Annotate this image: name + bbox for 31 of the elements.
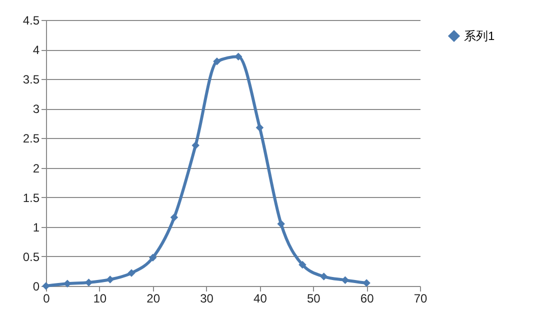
y-tick-label: 3: [32, 102, 40, 116]
y-tick-label: 3.5: [22, 72, 40, 87]
x-tick-label: 20: [146, 292, 160, 306]
point: [298, 260, 306, 269]
point: [213, 58, 221, 66]
y-tick-label: 2: [32, 161, 40, 176]
point: [341, 276, 350, 284]
y-tick-label: 0.5: [22, 250, 40, 264]
point: [170, 214, 178, 222]
point: [256, 124, 264, 132]
x-tick-label: 30: [200, 292, 214, 306]
legend-label: 系列1: [464, 29, 495, 43]
y-tick-label: 1: [32, 220, 40, 234]
x-tick-label: 60: [360, 292, 374, 306]
point: [128, 269, 136, 277]
point: [320, 272, 328, 280]
y-tick-label: 2.5: [22, 132, 40, 146]
x-tick-label: 50: [306, 292, 321, 306]
point: [362, 279, 370, 287]
point: [106, 276, 114, 284]
x-tick-label: 40: [254, 292, 268, 306]
y-tick-label: 0: [32, 280, 40, 294]
x-tick-label: 70: [414, 292, 428, 306]
point: [148, 254, 157, 262]
y-tick-label: 4.5: [22, 14, 40, 28]
y-tick-label: 1.5: [22, 190, 40, 205]
x-tick-label: 10: [93, 292, 107, 306]
y-tick-label: 4: [32, 43, 40, 58]
x-tick-label: 0: [43, 292, 50, 306]
point: [192, 141, 200, 150]
point: [277, 220, 285, 228]
